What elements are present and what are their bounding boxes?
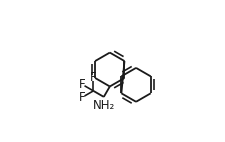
Text: F: F — [78, 91, 85, 104]
Text: F: F — [78, 78, 85, 91]
Text: F: F — [90, 71, 96, 84]
Text: NH₂: NH₂ — [93, 99, 115, 112]
